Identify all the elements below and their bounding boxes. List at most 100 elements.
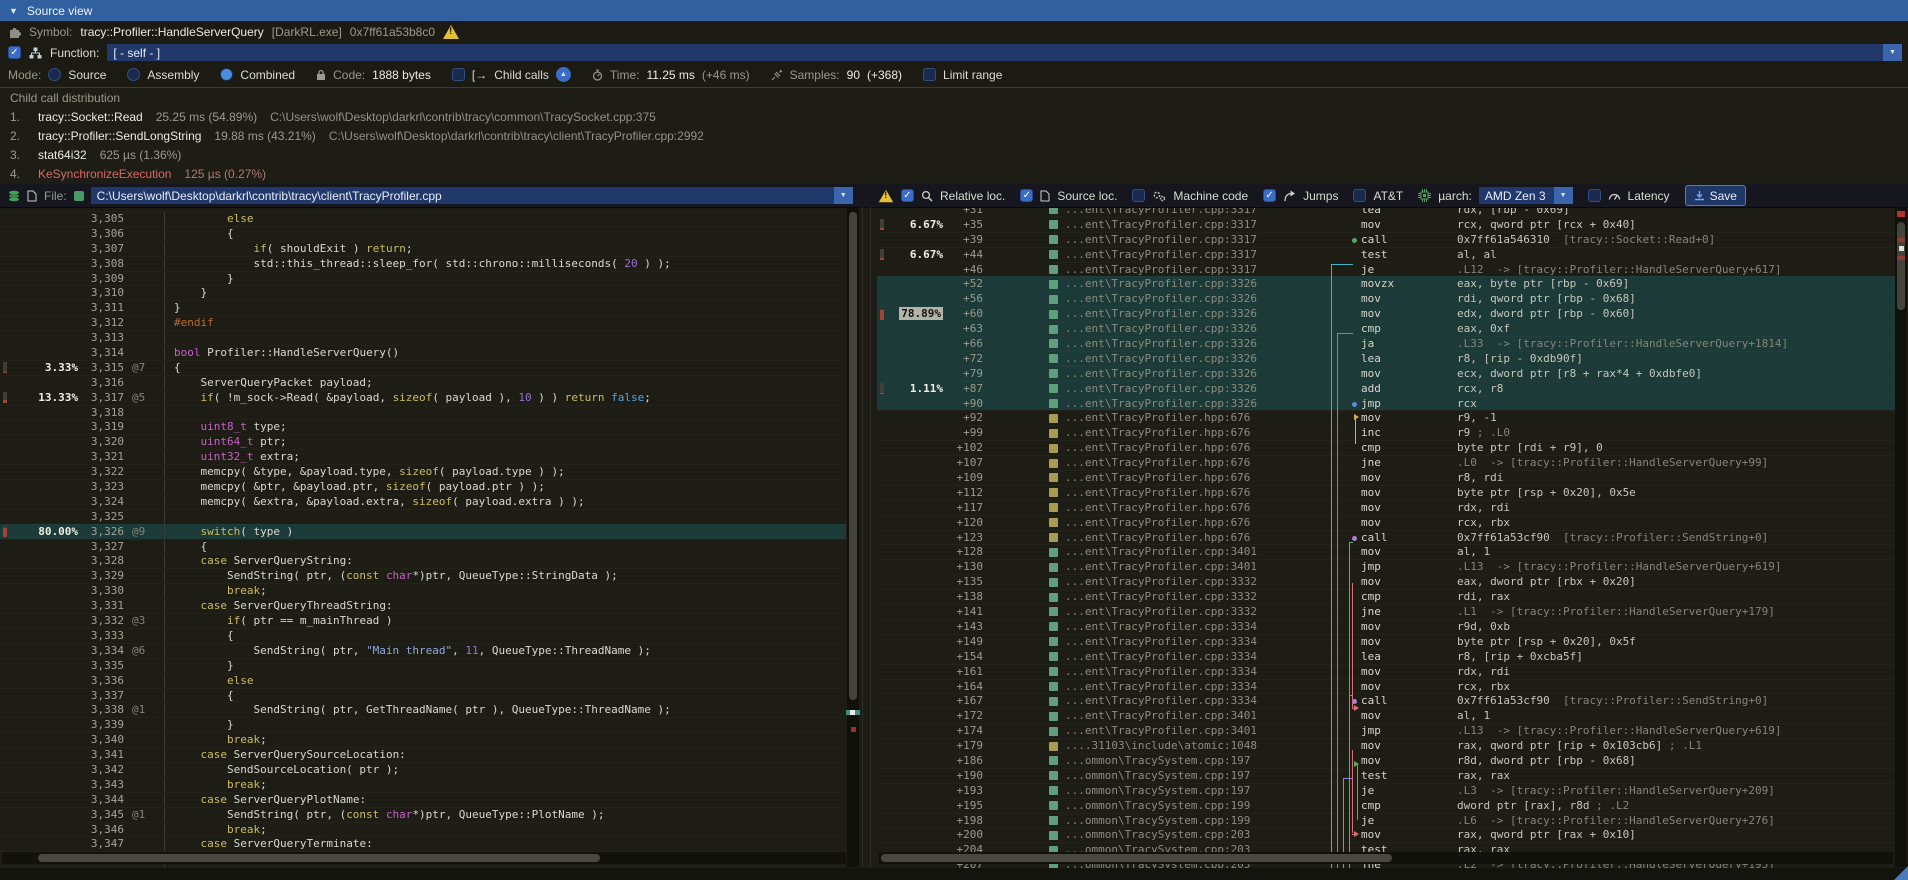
source-line[interactable]: 3,313 — [0, 330, 846, 346]
instruction-source-location[interactable]: ...ent\TracyProfiler.cpp:3326 — [1065, 322, 1258, 336]
instruction-source-location[interactable]: ...ent\TracyProfiler.hpp:676 — [1065, 426, 1251, 440]
source-line[interactable]: 3,305 else — [0, 211, 846, 226]
source-line[interactable]: 3,346 break; — [0, 822, 846, 837]
asm-instruction-row[interactable]: +161 ...ent\TracyProfiler.cpp:3334 mov rdx,… — [877, 664, 1895, 679]
source-line[interactable]: 3,335 } — [0, 658, 846, 673]
source-line[interactable]: 3,311} — [0, 300, 846, 316]
source-line[interactable]: 3,344 case ServerQueryPlotName: — [0, 792, 846, 807]
asm-instruction-row[interactable]: +46 ...ent\TracyProfiler.cpp:3317 je .L12 -… — [877, 262, 1895, 277]
asm-instruction-row[interactable]: +92 ...ent\TracyProfiler.hpp:676 mov r9, -1 — [877, 410, 1895, 425]
instruction-source-location[interactable]: ...ent\TracyProfiler.cpp:3317 — [1065, 247, 1258, 261]
asm-instruction-row[interactable]: +99 ...ent\TracyProfiler.hpp:676 inc r9 ; .… — [877, 425, 1895, 440]
instruction-source-location[interactable]: ...ommon\TracySystem.cpp:197 — [1065, 753, 1251, 767]
source-scrollbar-handle[interactable] — [849, 212, 857, 700]
asm-instruction-row[interactable]: +39 ...ent\TracyProfiler.cpp:3317 call 0x7f… — [877, 232, 1895, 247]
asm-instruction-row[interactable]: 6.67% +44 ...ent\TracyProfiler.cpp:3317 tes… — [877, 247, 1895, 262]
att-label[interactable]: AT&T — [1373, 188, 1404, 203]
source-line[interactable]: 3,312 #endif — [0, 315, 846, 331]
instruction-source-location[interactable]: ...ent\TracyProfiler.cpp:3326 — [1065, 307, 1258, 321]
assembly-hscrollbar-handle[interactable] — [881, 854, 1392, 862]
asm-instruction-row[interactable]: +117 ...ent\TracyProfiler.hpp:676 mov rdx, … — [877, 500, 1895, 515]
pane-divider[interactable] — [870, 207, 871, 868]
asm-instruction-row[interactable]: 1.11% +87 ...ent\TracyProfiler.cpp:3326 add… — [877, 380, 1895, 396]
asm-instruction-row[interactable]: +143 ...ent\TracyProfiler.cpp:3334 mov r9d,… — [877, 619, 1895, 634]
source-line[interactable]: 3,337 { — [0, 688, 846, 703]
asm-instruction-row[interactable]: +90 ...ent\TracyProfiler.cpp:3326 jmp rcx — [877, 395, 1895, 411]
resize-grip[interactable] — [1894, 866, 1908, 880]
source-line[interactable]: 3,341 case ServerQuerySourceLocation: — [0, 747, 846, 762]
assembly-vertical-scrollbar[interactable] — [1895, 208, 1907, 867]
source-line[interactable]: 3.33% 3,315 @7 { — [0, 360, 846, 375]
asm-instruction-row[interactable]: +123 ...ent\TracyProfiler.hpp:676 call 0x7f… — [877, 530, 1895, 545]
instruction-source-location[interactable]: ...ent\TracyProfiler.cpp:3334 — [1065, 694, 1258, 708]
instruction-source-location[interactable]: ...ent\TracyProfiler.hpp:676 — [1065, 530, 1251, 544]
source-line[interactable]: 3,320 uint64_t ptr; — [0, 434, 846, 450]
up-arrow-button[interactable]: ▲ — [555, 67, 571, 82]
dropdown-arrow-icon[interactable]: ▼ — [1553, 187, 1573, 204]
dropdown-arrow-icon[interactable]: ▼ — [833, 187, 853, 204]
asm-instruction-row[interactable]: +138 ...ent\TracyProfiler.cpp:3332 cmp rdi,… — [877, 589, 1895, 604]
instruction-source-location[interactable]: ...ent\TracyProfiler.cpp:3332 — [1065, 590, 1258, 604]
source-vertical-scrollbar[interactable] — [846, 208, 860, 867]
instruction-source-location[interactable]: ...ent\TracyProfiler.hpp:676 — [1065, 441, 1251, 455]
asm-instruction-row[interactable]: +154 ...ent\TracyProfiler.cpp:3334 lea r8, … — [877, 649, 1895, 664]
asm-instruction-row[interactable]: +172 ...ent\TracyProfiler.cpp:3401 mov al, … — [877, 708, 1895, 723]
source-line[interactable]: 3,340 break; — [0, 732, 846, 748]
source-line[interactable]: 3,327 { — [0, 539, 846, 554]
source-line[interactable]: 3,310 } — [0, 285, 846, 301]
asm-instruction-row[interactable]: +141 ...ent\TracyProfiler.cpp:3332 jne .L1 … — [877, 604, 1895, 619]
source-line[interactable]: 3,319 uint8_t type; — [0, 419, 846, 435]
radio-source[interactable] — [48, 68, 62, 81]
asm-instruction-row[interactable]: +128 ...ent\TracyProfiler.cpp:3401 mov al, … — [877, 544, 1895, 559]
asm-instruction-row[interactable]: +190 ...ommon\TracySystem.cpp:197 test rax,… — [877, 768, 1895, 783]
instruction-source-location[interactable]: ...ent\TracyProfiler.cpp:3326 — [1065, 366, 1258, 380]
source-horizontal-scrollbar[interactable] — [2, 852, 846, 864]
asm-instruction-row[interactable]: +164 ...ent\TracyProfiler.cpp:3334 mov rcx,… — [877, 679, 1895, 694]
latency-label[interactable]: Latency — [1627, 188, 1670, 203]
instruction-source-location[interactable]: ...ent\TracyProfiler.cpp:3317 — [1065, 232, 1258, 246]
source-line[interactable]: 3,321 uint32_t extra; — [0, 449, 846, 465]
asm-instruction-row[interactable]: +72 ...ent\TracyProfiler.cpp:3326 lea r8, [… — [877, 350, 1895, 366]
instruction-source-location[interactable]: ...ent\TracyProfiler.cpp:3334 — [1065, 649, 1258, 663]
asm-instruction-row[interactable]: +112 ...ent\TracyProfiler.hpp:676 mov byte … — [877, 485, 1895, 500]
source-hscrollbar-handle[interactable] — [38, 854, 600, 862]
source-line[interactable]: 13.33% 3,317 @5 if( !m_sock->Read( &payloa… — [0, 390, 846, 405]
source-line[interactable]: 3,308 std::this_thread::sleep_for( std::… — [0, 256, 846, 271]
source-loc-checkbox[interactable] — [1020, 189, 1034, 202]
file-combo[interactable]: C:\Users\wolf\Desktop\darkrl\contrib\tra… — [90, 187, 853, 204]
instruction-source-location[interactable]: ...ommon\TracySystem.cpp:197 — [1065, 768, 1251, 782]
source-line[interactable]: 3,332 @3 if( ptr == m_mainThread ) — [0, 613, 846, 628]
source-line[interactable]: 3,331 case ServerQueryThreadString: — [0, 598, 846, 614]
source-line[interactable]: 3,345 @1 SendString( ptr, (const char*)pt… — [0, 807, 846, 822]
source-line[interactable]: 3,334 @6 SendString( ptr, "Main thread", … — [0, 643, 846, 658]
asm-instruction-row[interactable]: +107 ...ent\TracyProfiler.hpp:676 jne .L0 -… — [877, 455, 1895, 470]
jumps-label[interactable]: Jumps — [1303, 188, 1339, 203]
radio-assembly-label[interactable]: Assembly — [147, 67, 200, 82]
instruction-source-location[interactable]: ...ommon\TracySystem.cpp:203 — [1065, 828, 1251, 842]
warning-icon[interactable] — [443, 25, 459, 39]
asm-instruction-row[interactable]: +198 ...ommon\TracySystem.cpp:199 je .L6 ->… — [877, 813, 1895, 828]
asm-instruction-row[interactable]: +200 ...ommon\TracySystem.cpp:203 mov rax, … — [877, 827, 1895, 842]
radio-source-label[interactable]: Source — [68, 67, 107, 82]
child-call-entry[interactable]: 1. tracy::Socket::Read 25.25 ms (54.89%) C:… — [10, 110, 656, 124]
asm-instruction-row[interactable]: +149 ...ent\TracyProfiler.cpp:3334 mov byte… — [877, 634, 1895, 649]
function-combo[interactable]: [ - self - ] ▼ — [107, 44, 1902, 61]
instruction-source-location[interactable]: ...ent\TracyProfiler.hpp:676 — [1065, 471, 1251, 485]
asm-instruction-row[interactable]: +167 ...ent\TracyProfiler.cpp:3334 call 0x7… — [877, 693, 1895, 708]
source-line[interactable]: 3,342 SendSourceLocation( ptr ); — [0, 762, 846, 777]
asm-instruction-row[interactable]: +56 ...ent\TracyProfiler.cpp:3326 mov rdi, … — [877, 291, 1895, 307]
source-line[interactable]: 3,309 } — [0, 271, 846, 286]
instruction-source-location[interactable]: ...ommon\TracySystem.cpp:199 — [1065, 798, 1251, 812]
source-line[interactable]: 3,314 bool Profiler::HandleServerQuery() — [0, 345, 846, 360]
asm-instruction-row[interactable]: +179 ....31103\include\atomic:1048 mov rax,… — [877, 738, 1895, 753]
window-titlebar[interactable]: ▼ Source view — [0, 0, 1908, 21]
instruction-source-location[interactable]: ...ent\TracyProfiler.cpp:3332 — [1065, 575, 1258, 589]
source-loc-label[interactable]: Source loc. — [1057, 188, 1118, 203]
instruction-source-location[interactable]: ...ommon\TracySystem.cpp:197 — [1065, 783, 1251, 797]
instruction-source-location[interactable]: ...ent\TracyProfiler.cpp:3334 — [1065, 664, 1258, 678]
relative-loc-label[interactable]: Relative loc. — [940, 188, 1006, 203]
source-line[interactable]: 3,325 — [0, 509, 846, 524]
att-checkbox[interactable] — [1353, 189, 1367, 202]
instruction-source-location[interactable]: ...ent\TracyProfiler.cpp:3401 — [1065, 560, 1258, 574]
asm-instruction-row[interactable]: +120 ...ent\TracyProfiler.hpp:676 mov rcx, … — [877, 515, 1895, 530]
